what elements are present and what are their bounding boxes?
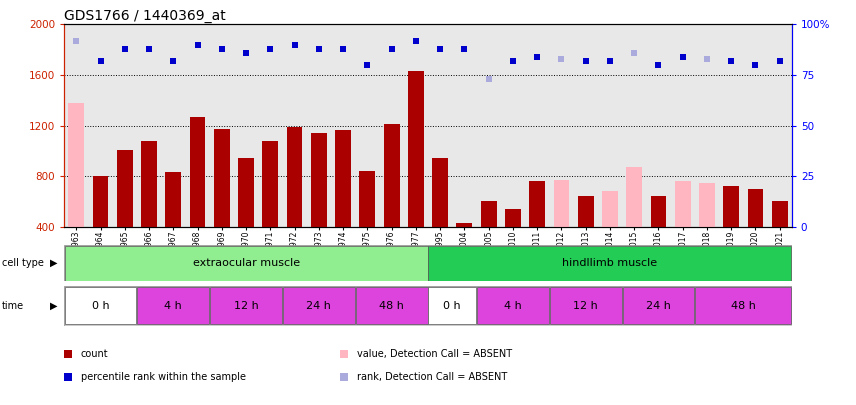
- Text: GDS1766 / 1440369_at: GDS1766 / 1440369_at: [64, 9, 226, 23]
- Text: 24 h: 24 h: [306, 301, 331, 311]
- Bar: [627, 167, 642, 227]
- Text: extraocular muscle: extraocular muscle: [193, 258, 300, 268]
- Bar: [336, 130, 351, 227]
- Text: percentile rank within the sample: percentile rank within the sample: [81, 372, 246, 382]
- Bar: [360, 171, 375, 227]
- Text: 48 h: 48 h: [731, 301, 756, 311]
- Text: 12 h: 12 h: [574, 301, 598, 311]
- Text: 12 h: 12 h: [234, 301, 259, 311]
- Bar: [432, 158, 448, 227]
- Bar: [622, 287, 694, 324]
- Bar: [408, 71, 424, 227]
- Bar: [602, 192, 618, 227]
- Text: hindllimb muscle: hindllimb muscle: [562, 258, 657, 268]
- Bar: [456, 223, 473, 227]
- Bar: [311, 132, 327, 227]
- Bar: [383, 124, 400, 227]
- Bar: [429, 287, 476, 324]
- Bar: [695, 287, 791, 324]
- Bar: [651, 196, 666, 227]
- Bar: [141, 141, 157, 227]
- Text: ▶: ▶: [50, 301, 57, 311]
- Bar: [65, 246, 427, 281]
- Bar: [554, 180, 569, 227]
- Bar: [550, 287, 621, 324]
- Bar: [529, 181, 545, 227]
- Bar: [699, 183, 715, 227]
- Text: 4 h: 4 h: [164, 301, 182, 311]
- Bar: [675, 181, 691, 227]
- Bar: [165, 173, 181, 227]
- Bar: [238, 158, 254, 227]
- Bar: [287, 127, 302, 227]
- Bar: [505, 209, 520, 227]
- Text: ▶: ▶: [50, 258, 57, 268]
- Bar: [214, 129, 229, 227]
- Text: 0 h: 0 h: [443, 301, 461, 311]
- Bar: [138, 287, 209, 324]
- Text: 0 h: 0 h: [92, 301, 110, 311]
- Bar: [117, 149, 133, 227]
- Bar: [68, 103, 84, 227]
- Bar: [429, 246, 791, 281]
- Bar: [723, 186, 739, 227]
- Bar: [481, 202, 496, 227]
- Bar: [65, 287, 136, 324]
- Bar: [92, 176, 109, 227]
- Text: rank, Detection Call = ABSENT: rank, Detection Call = ABSENT: [358, 372, 508, 382]
- Bar: [263, 141, 278, 227]
- Text: value, Detection Call = ABSENT: value, Detection Call = ABSENT: [358, 350, 513, 359]
- Bar: [356, 287, 427, 324]
- Bar: [211, 287, 282, 324]
- Text: count: count: [81, 350, 109, 359]
- Bar: [578, 196, 593, 227]
- Text: time: time: [2, 301, 24, 311]
- Bar: [477, 287, 549, 324]
- Text: 48 h: 48 h: [379, 301, 404, 311]
- Text: 4 h: 4 h: [504, 301, 522, 311]
- Text: 24 h: 24 h: [646, 301, 671, 311]
- Bar: [283, 287, 354, 324]
- Bar: [747, 189, 764, 227]
- Bar: [190, 117, 205, 227]
- Bar: [772, 202, 788, 227]
- Text: cell type: cell type: [2, 258, 44, 268]
